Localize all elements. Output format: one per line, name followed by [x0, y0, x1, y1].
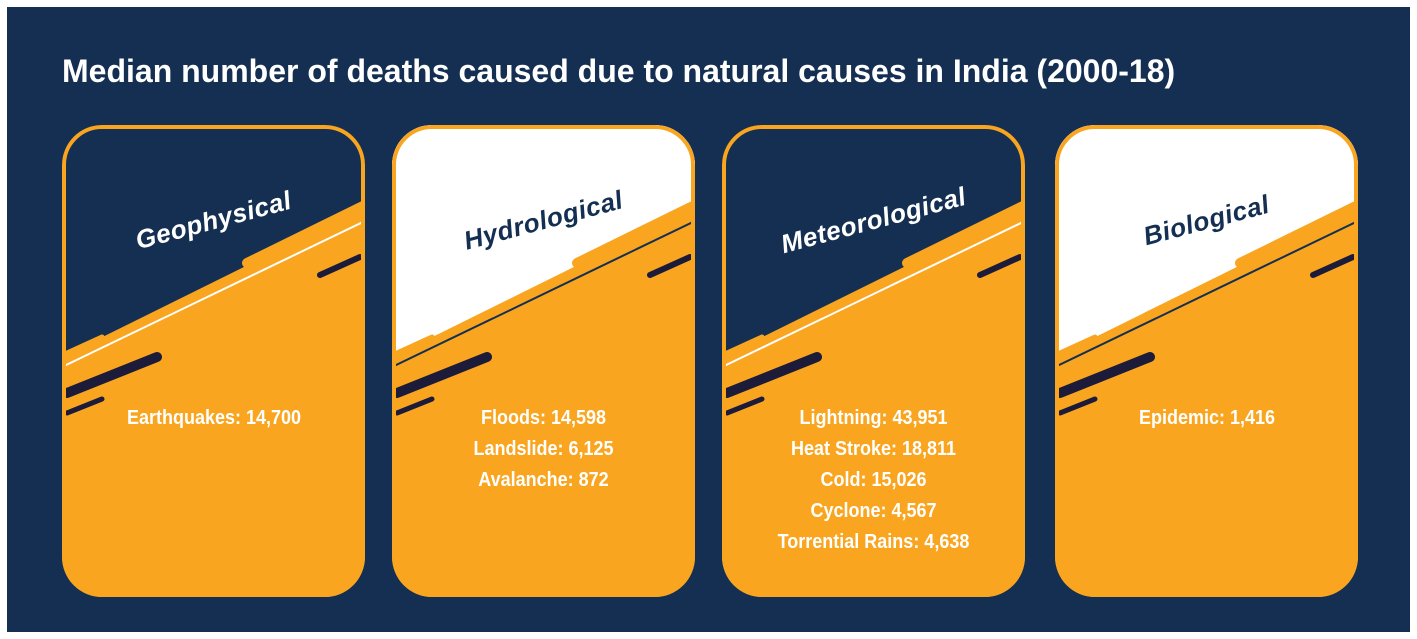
background: Median number of deaths caused due to na… [7, 7, 1410, 632]
item-list: Lightning: 43,951 Heat Stroke: 18,811 Cold… [742, 403, 1005, 558]
title: Median number of deaths caused due to na… [62, 53, 1176, 89]
card: Hydrological Floods: 14,598 Landslide: 6,1… [392, 125, 695, 597]
item: Avalanche: 872 [478, 469, 609, 491]
item: Torrential Rains: 4,638 [777, 531, 970, 553]
card: Biological Epidemic: 1,416 [1055, 125, 1358, 597]
item-list: Epidemic: 1,416 [1107, 403, 1307, 434]
item: Lightning: 43,951 [799, 407, 948, 429]
card-art [392, 125, 695, 597]
item: Heat Stroke: 18,811 [790, 438, 957, 460]
item: Floods: 14,598 [480, 407, 607, 429]
item: Cyclone: 4,567 [810, 500, 937, 522]
item-list: Floods: 14,598 Landslide: 6,125 Avalanche:… [412, 403, 675, 496]
item: Cold: 15,026 [820, 469, 927, 491]
card: Geophysical Earthquakes: 14,700 [62, 125, 365, 597]
item-list: Earthquakes: 14,700 [114, 403, 314, 434]
card-art [62, 125, 365, 597]
item: Earthquakes: 14,700 [126, 407, 302, 429]
card-art [1055, 125, 1358, 597]
card-art [722, 125, 1025, 597]
card: Meteorological Lightning: 43,951 Heat Stro… [722, 125, 1025, 597]
item: Epidemic: 1,416 [1138, 407, 1276, 429]
item: Landslide: 6,125 [473, 438, 614, 460]
